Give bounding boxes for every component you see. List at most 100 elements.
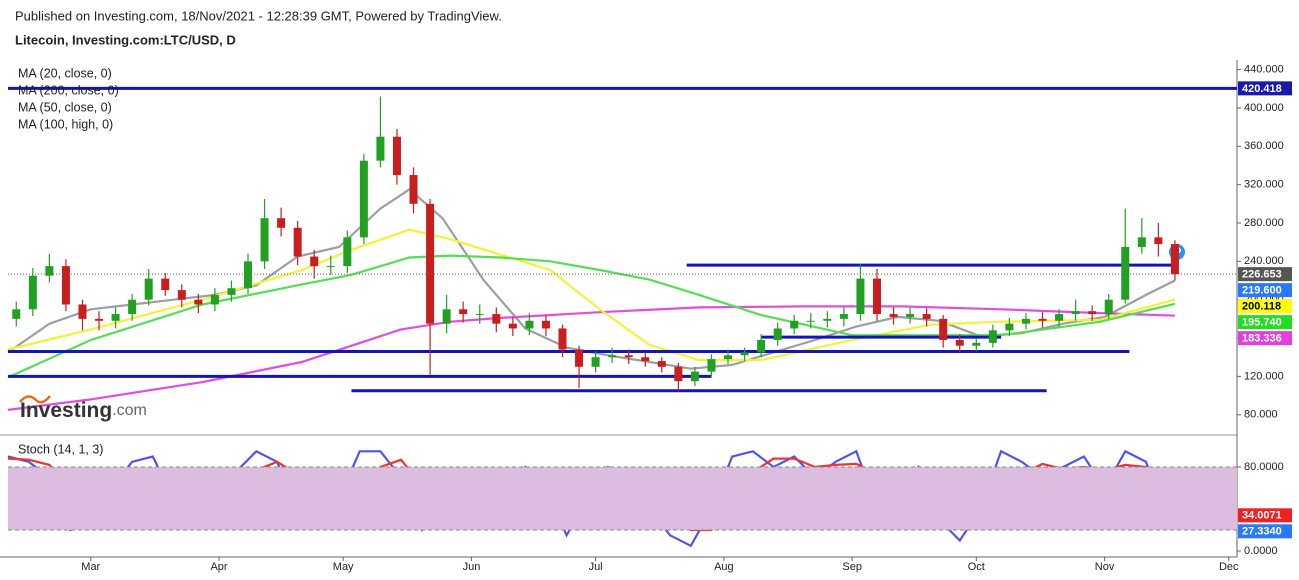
candle-body — [78, 304, 87, 319]
candle-body — [1154, 237, 1163, 245]
watermark-brand: Investing — [20, 399, 112, 422]
candle-body — [889, 314, 898, 317]
candle-body — [210, 294, 219, 305]
price-tag-label: 420.418 — [1242, 83, 1282, 95]
candle-body — [442, 309, 451, 324]
candle-body — [608, 355, 617, 358]
candle-body — [1021, 318, 1030, 324]
y-tick-label: 320.000 — [1244, 179, 1284, 191]
candle-body — [939, 318, 948, 340]
candle-body — [1071, 311, 1080, 315]
price-tag-label: 34.0071 — [1242, 510, 1282, 522]
candle-body — [359, 160, 368, 238]
price-tag-label: 195.740 — [1242, 317, 1282, 329]
candle-body — [1121, 246, 1130, 300]
candle-body — [475, 314, 484, 316]
candle-body — [244, 261, 253, 289]
candle-body — [28, 275, 37, 310]
y-tick-label: 400.000 — [1244, 102, 1284, 114]
candle-body — [277, 218, 286, 228]
candle-body — [988, 330, 997, 343]
x-tick-label: Dec — [1219, 561, 1239, 573]
price-tag-label: 200.118 — [1242, 301, 1281, 313]
price-tag-label: 219.600 — [1242, 285, 1282, 297]
price-tag-label: 226.653 — [1242, 269, 1282, 281]
series-line — [7, 305, 1175, 411]
candle-body — [95, 318, 104, 321]
legend-entry: MA (100, high, 0) — [18, 117, 113, 131]
candle-body — [343, 237, 352, 267]
candle-body — [707, 359, 716, 372]
watermark: Investing.com — [19, 395, 147, 422]
candle-body — [657, 361, 666, 367]
price-tag — [1238, 315, 1292, 330]
y-tick-label: 80.000 — [1244, 409, 1278, 421]
candle-body — [426, 203, 435, 324]
candle-body — [541, 320, 550, 329]
candle-body — [906, 314, 915, 317]
candle-body — [790, 320, 799, 329]
x-tick-label: Jul — [589, 561, 603, 573]
candle-body — [558, 328, 567, 350]
x-tick-label: May — [333, 561, 354, 573]
candle-body — [409, 175, 418, 204]
candle-body — [392, 136, 401, 176]
watermark-text: Investing.com — [20, 399, 147, 422]
candle-body — [823, 318, 832, 321]
candle-body — [45, 266, 54, 276]
candle-body — [856, 278, 865, 315]
x-tick-label: Aug — [714, 561, 734, 573]
price-tag — [1238, 331, 1292, 346]
candle-body — [227, 288, 236, 295]
candle-body — [591, 357, 600, 367]
y-tick-label: 80.0000 — [1244, 461, 1284, 473]
candle-body — [1038, 318, 1047, 321]
candle-body — [773, 328, 782, 340]
y-tick-label: 280.000 — [1244, 217, 1284, 229]
candle-body — [508, 323, 517, 329]
candle-body — [293, 227, 302, 257]
candle-body — [111, 314, 120, 321]
watermark-swoosh — [19, 395, 51, 404]
x-tick-label: Apr — [210, 561, 227, 573]
candle-body — [12, 309, 21, 319]
candle-body — [326, 266, 335, 268]
candle-body — [260, 218, 269, 262]
candle-body — [690, 371, 699, 382]
candle-body — [459, 309, 468, 315]
candle-body — [757, 339, 766, 353]
candle-body — [525, 320, 534, 329]
y-tick-label: 0.0000 — [1244, 545, 1278, 557]
x-tick-label: Sep — [842, 561, 862, 573]
candle-body — [1088, 311, 1097, 315]
x-tick-label: Jun — [463, 561, 481, 573]
candle-body — [194, 299, 203, 305]
legend-entry: MA (200, close, 0) — [18, 83, 119, 97]
candle-body — [872, 278, 881, 315]
candle-body — [61, 266, 70, 305]
y-tick-label: 360.000 — [1244, 140, 1284, 152]
candle-body — [310, 256, 319, 267]
candle-body — [1005, 323, 1014, 331]
y-tick-label: 240.000 — [1244, 255, 1284, 267]
price-tag — [1238, 524, 1292, 539]
price-tag-label: 183.336 — [1242, 333, 1282, 345]
legend-entry: MA (50, close, 0) — [18, 100, 112, 114]
x-tick-label: Oct — [968, 561, 985, 573]
published-note: Published on Investing.com, 18/Nov/2021 … — [15, 8, 502, 23]
y-tick-label: 440.000 — [1244, 63, 1284, 75]
candle-body — [1104, 299, 1113, 315]
candle-body — [128, 299, 137, 315]
x-tick-label: Nov — [1095, 561, 1115, 573]
watermark-suffix: .com — [112, 402, 147, 419]
candle-body — [922, 314, 931, 319]
price-tag — [1238, 283, 1292, 298]
price-tag — [1238, 267, 1292, 282]
price-tag-label: 27.3340 — [1242, 526, 1282, 538]
candle-body — [641, 357, 650, 362]
candle-body — [674, 366, 683, 382]
legend-entry: MA (20, close, 0) — [18, 66, 112, 80]
candle-body — [144, 278, 153, 300]
